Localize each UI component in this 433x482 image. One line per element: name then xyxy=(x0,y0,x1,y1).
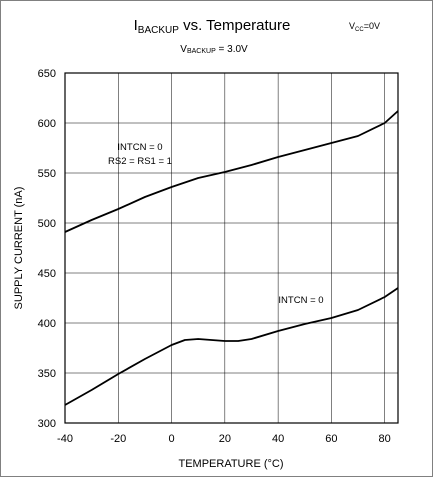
series-layer xyxy=(64,110,399,406)
x-tick-label: 20 xyxy=(219,433,231,445)
y-tick-label: 550 xyxy=(38,168,56,180)
x-tick-label: 60 xyxy=(325,433,337,445)
y-tick-label: 450 xyxy=(38,268,56,280)
y-axis-label: SUPPLY CURRENT (nA) xyxy=(13,187,25,310)
x-tick-label: 0 xyxy=(168,433,174,445)
upper-curve-label-line2: RS2 = RS1 = 1 xyxy=(108,156,172,167)
x-tick-label: -40 xyxy=(57,433,73,445)
x-tick-label: 80 xyxy=(379,433,391,445)
grid-lines xyxy=(65,73,398,423)
x-tick-labels: -40 -20 0 20 40 60 80 xyxy=(57,433,391,445)
vcc-note: VCC=0V xyxy=(349,21,380,33)
chart-subtitle: VBACKUP = 3.0V xyxy=(180,44,248,55)
series-line-2 xyxy=(64,287,399,406)
y-tick-labels: 300 350 400 450 500 550 600 650 xyxy=(38,68,56,430)
y-tick-label: 500 xyxy=(38,218,56,230)
chart-title: IBACKUP vs. Temperature xyxy=(134,17,291,36)
y-tick-label: 300 xyxy=(38,418,56,430)
plot-frame xyxy=(64,72,399,424)
upper-curve-label-line1: INTCN = 0 xyxy=(117,142,162,153)
x-tick-label: 40 xyxy=(272,433,284,445)
y-tick-label: 650 xyxy=(38,68,56,80)
lower-curve-label: INTCN = 0 xyxy=(278,295,323,306)
y-tick-label: 600 xyxy=(38,118,56,130)
y-tick-label: 400 xyxy=(38,318,56,330)
x-tick-label: -20 xyxy=(110,433,126,445)
x-axis-label: TEMPERATURE (°C) xyxy=(178,458,283,470)
y-tick-label: 350 xyxy=(38,368,56,380)
series-line-1 xyxy=(64,110,399,233)
